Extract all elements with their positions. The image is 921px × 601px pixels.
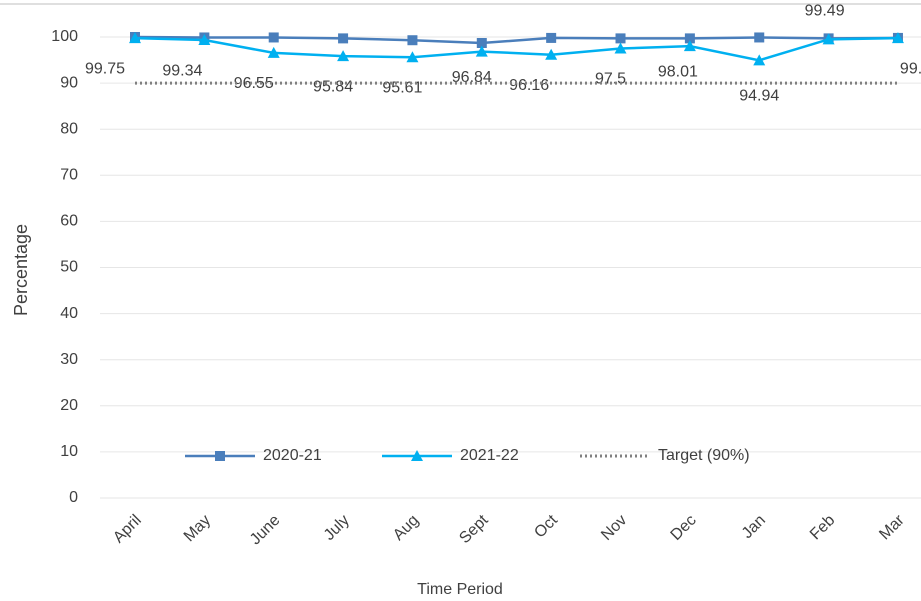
- point: [407, 35, 418, 46]
- point: [753, 54, 766, 66]
- point: [267, 46, 280, 58]
- y-tick-label: 70: [60, 167, 78, 184]
- point: [615, 33, 626, 44]
- data-label: 99.75: [900, 60, 921, 77]
- x-tick-label: June: [247, 512, 284, 549]
- x-tick-label: May: [181, 512, 214, 545]
- y-tick-label: 30: [60, 351, 78, 368]
- legend-label: 2020-21: [263, 447, 322, 464]
- point: [683, 40, 696, 52]
- x-tick-label: Aug: [390, 512, 422, 544]
- series-line: [134, 36, 898, 62]
- legend-marker: [215, 451, 225, 461]
- point: [198, 34, 211, 46]
- point: [129, 32, 141, 44]
- data-label: 98.01: [658, 63, 698, 80]
- x-tick-label: Nov: [598, 512, 630, 544]
- data-label: 94.94: [739, 88, 779, 105]
- legend-label: 2021-22: [460, 447, 519, 464]
- y-tick-label: 0: [69, 489, 78, 506]
- x-tick-label: Feb: [807, 512, 839, 544]
- x-tick-label: July: [321, 512, 353, 544]
- point: [684, 33, 695, 44]
- x-tick-label: Oct: [531, 511, 561, 541]
- point: [268, 32, 279, 43]
- data-label: 99.75: [85, 60, 125, 77]
- data-label: 96.84: [452, 69, 492, 86]
- x-tick-label: Sept: [456, 511, 492, 547]
- point: [546, 32, 557, 43]
- point: [406, 51, 419, 63]
- x-tick-label: April: [110, 512, 145, 547]
- x-tick-label: Jan: [739, 512, 769, 542]
- point: [614, 42, 627, 54]
- point: [754, 32, 765, 43]
- legend-label: Target (90%): [658, 447, 750, 464]
- legend-marker: [411, 450, 423, 461]
- y-tick-label: 80: [60, 120, 78, 137]
- y-tick-label: 90: [60, 74, 78, 91]
- point: [338, 33, 349, 44]
- data-label: 99.49: [805, 3, 845, 20]
- point: [822, 33, 835, 45]
- data-label: 97.5: [595, 71, 626, 88]
- y-tick-label: 100: [51, 28, 78, 45]
- y-axis-title: Percentage: [11, 224, 31, 316]
- point: [337, 50, 350, 62]
- data-label: 99.34: [162, 62, 202, 79]
- data-label: 95.61: [382, 79, 422, 96]
- y-tick-label: 50: [60, 259, 78, 276]
- data-label: 96.16: [509, 77, 549, 94]
- data-label: 96.55: [234, 75, 274, 92]
- series-line: [134, 35, 898, 45]
- y-tick-label: 40: [60, 305, 78, 322]
- y-tick-label: 20: [60, 397, 78, 414]
- point: [545, 48, 558, 60]
- point: [891, 32, 904, 44]
- x-axis-title: Time Period: [417, 581, 503, 598]
- x-tick-label: Dec: [668, 512, 700, 544]
- point: [475, 45, 488, 57]
- y-tick-label: 60: [60, 213, 78, 230]
- data-label: 95.84: [313, 78, 353, 95]
- x-tick-label: Mar: [876, 511, 908, 543]
- y-tick-label: 10: [60, 443, 78, 460]
- point: [476, 37, 487, 48]
